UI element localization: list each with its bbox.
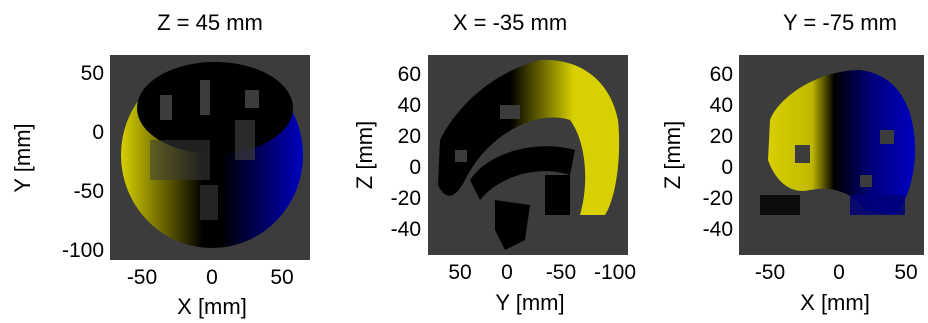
x-tick-labels: 50 0 -50 -100: [448, 261, 636, 284]
x-tick-label: 0: [833, 261, 845, 284]
x-axis-label: Y [mm]: [495, 290, 564, 315]
y-tick-label: 0: [92, 121, 104, 144]
y-tick-label: -40: [391, 218, 421, 241]
y-tick-label: 0: [721, 156, 733, 179]
panel-axial: Z = 45 mm -50 0 50 50 0 -50 -100 X [mm] …: [10, 10, 310, 319]
y-tick-label: 50: [81, 62, 104, 85]
y-axis-label: Z [mm]: [660, 121, 685, 189]
y-tick-labels: 50 0 -50 -100: [62, 62, 104, 262]
x-tick-label: -50: [546, 261, 576, 284]
y-tick-label: 0: [409, 156, 421, 179]
panel-title: Y = -75 mm: [783, 10, 897, 35]
panel-title: Z = 45 mm: [157, 10, 263, 35]
y-tick-label: 60: [398, 63, 421, 86]
x-tick-labels: -50 0 50: [755, 261, 918, 284]
y-axis-label: Z [mm]: [352, 121, 377, 189]
y-tick-label: -50: [74, 180, 104, 203]
x-axis-label: X [mm]: [800, 290, 870, 315]
y-tick-label: -100: [62, 239, 104, 262]
panel-title: X = -35 mm: [453, 10, 567, 35]
y-tick-label: 60: [710, 63, 733, 86]
y-tick-label: -20: [703, 187, 733, 210]
panel-sagittal: X = -35 mm 50 0 -50 -100 60 40 20 0 -20 …: [352, 10, 636, 315]
x-tick-label: 50: [448, 261, 471, 284]
y-tick-labels: 60 40 20 0 -20 -40: [703, 63, 733, 241]
brain-slice-image: [760, 70, 915, 215]
x-tick-label: 0: [501, 261, 513, 284]
y-tick-label: 40: [710, 94, 733, 117]
x-tick-label: -100: [594, 261, 636, 284]
y-tick-label: 20: [398, 125, 421, 148]
y-tick-labels: 60 40 20 0 -20 -40: [391, 63, 421, 241]
x-tick-label: -50: [755, 261, 785, 284]
x-tick-labels: -50 0 50: [127, 266, 294, 289]
y-tick-label: 40: [398, 94, 421, 117]
y-axis-label: Y [mm]: [10, 123, 35, 192]
brain-slice-image: [438, 59, 620, 250]
brain-slice-image: [121, 62, 303, 248]
panel-coronal: Y = -75 mm -50 0 50 60 40 20 0 -20 -40 X…: [660, 10, 924, 315]
y-tick-label: -20: [391, 187, 421, 210]
x-tick-label: 50: [270, 266, 293, 289]
x-axis-label: X [mm]: [177, 294, 247, 319]
y-tick-label: 20: [710, 125, 733, 148]
x-tick-label: -50: [127, 266, 157, 289]
x-tick-label: 0: [206, 266, 218, 289]
x-tick-label: 50: [894, 261, 917, 284]
y-tick-label: -40: [703, 218, 733, 241]
